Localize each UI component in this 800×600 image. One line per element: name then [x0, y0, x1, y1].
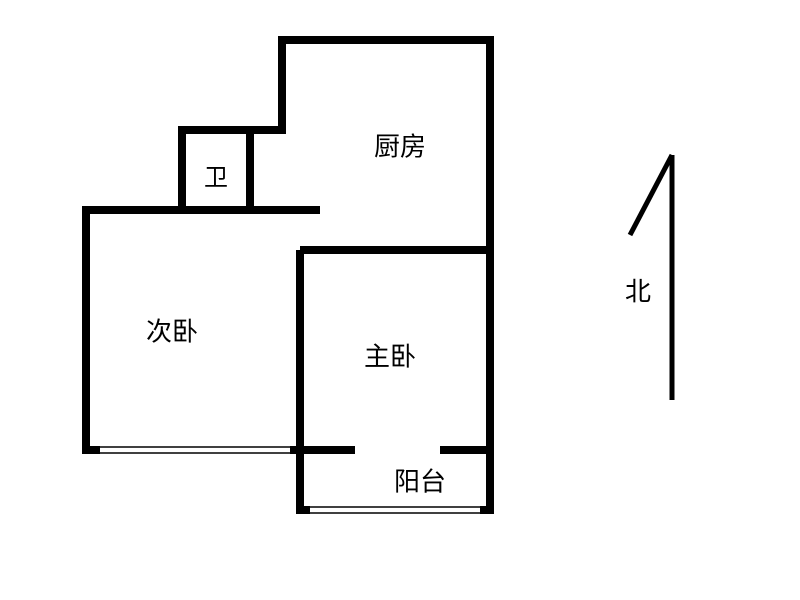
floorplan-canvas: 厨房 卫 次卧 主卧 阳台 北 — [0, 0, 800, 600]
label-north: 北 — [625, 272, 651, 309]
label-kitchen: 厨房 — [374, 127, 426, 164]
floorplan-svg — [0, 0, 800, 600]
label-balcony: 阳台 — [394, 462, 446, 499]
label-secondary-bedroom: 次卧 — [146, 312, 198, 349]
label-master-bedroom: 主卧 — [364, 337, 416, 374]
label-bathroom: 卫 — [204, 158, 228, 193]
